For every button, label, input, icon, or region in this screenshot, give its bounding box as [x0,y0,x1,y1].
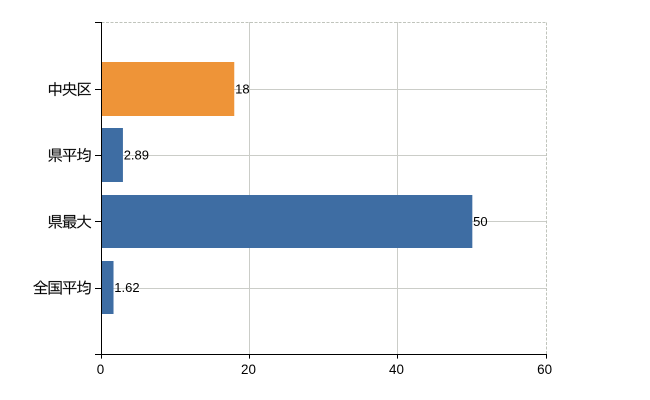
svg-text:0: 0 [97,362,104,377]
svg-text:18: 18 [235,82,249,97]
svg-text:20: 20 [241,362,256,377]
svg-text:1.62: 1.62 [114,280,139,295]
svg-text:60: 60 [537,362,552,377]
svg-text:2.89: 2.89 [124,147,149,162]
svg-text:40: 40 [389,362,404,377]
svg-text:50: 50 [473,214,487,229]
